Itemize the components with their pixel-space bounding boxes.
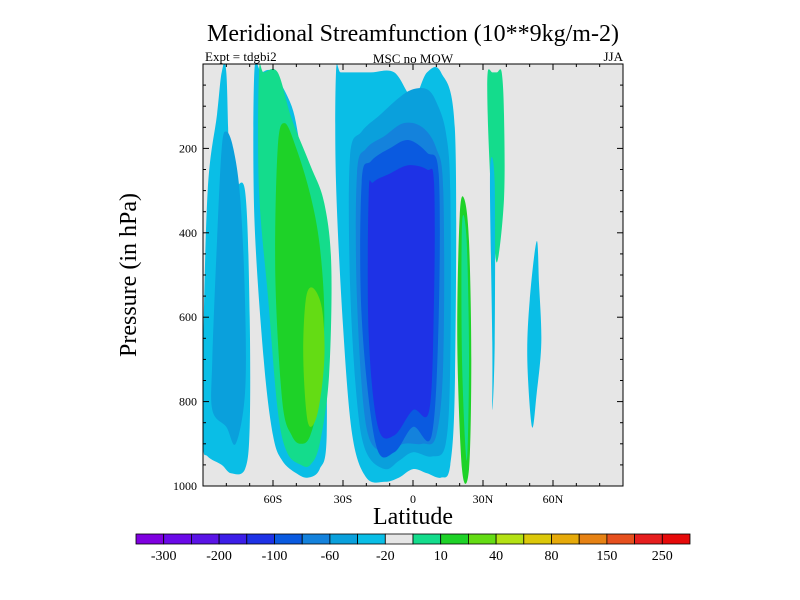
- contour-regions: [203, 64, 542, 484]
- colorbar-swatch: [329, 533, 358, 545]
- y-tick-label: 1000: [173, 479, 197, 493]
- x-tick-label: 0: [410, 492, 416, 506]
- colorbar-label: -100: [262, 549, 288, 564]
- y-tick-label: 200: [179, 141, 197, 155]
- axis-ticks: 60S 30S 0 30N 60N 200 400 600 800 1000: [173, 64, 623, 506]
- colorbar-swatch: [495, 533, 525, 545]
- y-axis-label: Pressure (in hPa): [116, 193, 142, 357]
- x-axis-label: Latitude: [373, 504, 453, 530]
- region-nh-thin-filament: [489, 156, 496, 410]
- chart-title: Meridional Streamfunction (10**9kg/m-2): [207, 21, 619, 47]
- region-nh-mid-cell: [527, 241, 542, 428]
- colorbar-swatch: [551, 533, 580, 545]
- x-tick-label: 30N: [473, 492, 494, 506]
- colorbar-swatch: [218, 533, 248, 545]
- colorbar-label: -200: [206, 549, 232, 564]
- x-tick-label: 60N: [543, 492, 564, 506]
- colorbar-label: 80: [545, 549, 559, 564]
- y-tick-label: 400: [179, 226, 197, 240]
- colorbar-swatch: [357, 533, 386, 545]
- region-sh-outer-core: [211, 131, 246, 445]
- chart-subtitle-center: MSC no MOW: [373, 51, 454, 66]
- colorbar-swatch: [661, 533, 691, 545]
- x-tick-label: 60S: [264, 492, 283, 506]
- colorbar-label: 150: [596, 549, 617, 564]
- colorbar-swatch: [440, 533, 469, 545]
- colorbar-swatch: [606, 533, 636, 545]
- colorbar-swatch: [384, 533, 414, 545]
- region-nh-summer-core: [461, 214, 469, 461]
- colorbar: -300 -200 -100 -60 -20 10 40 80 150 250: [135, 533, 691, 564]
- colorbar-swatch: [163, 533, 192, 545]
- colorbar-swatch: [467, 533, 497, 545]
- y-tick-label: 600: [179, 310, 197, 324]
- y-tick-label: 800: [179, 395, 197, 409]
- colorbar-swatch: [274, 533, 303, 545]
- colorbar-label: 10: [434, 549, 448, 564]
- colorbar-swatch: [523, 533, 552, 545]
- colorbar-swatch: [135, 533, 165, 545]
- colorbar-label: -300: [151, 549, 177, 564]
- colorbar-swatch: [246, 533, 275, 545]
- colorbar-label: -60: [321, 549, 340, 564]
- x-tick-label: 30S: [334, 492, 353, 506]
- colorbar-swatch: [634, 533, 663, 545]
- region-nh-upper-plume: [487, 69, 505, 263]
- colorbar-label: -20: [376, 549, 395, 564]
- chart-subtitle-right: JJA: [603, 49, 623, 64]
- region-hadley-core: [367, 165, 435, 439]
- colorbar-label: 250: [652, 549, 673, 564]
- chart-subtitle-left: Expt = tdgbi2: [205, 49, 277, 64]
- colorbar-swatch: [301, 533, 331, 545]
- colorbar-swatch: [190, 533, 220, 545]
- colorbar-swatch: [412, 533, 442, 545]
- colorbar-swatch: [578, 533, 608, 545]
- region-sh-ferrel-core: [303, 287, 325, 427]
- colorbar-label: 40: [489, 549, 503, 564]
